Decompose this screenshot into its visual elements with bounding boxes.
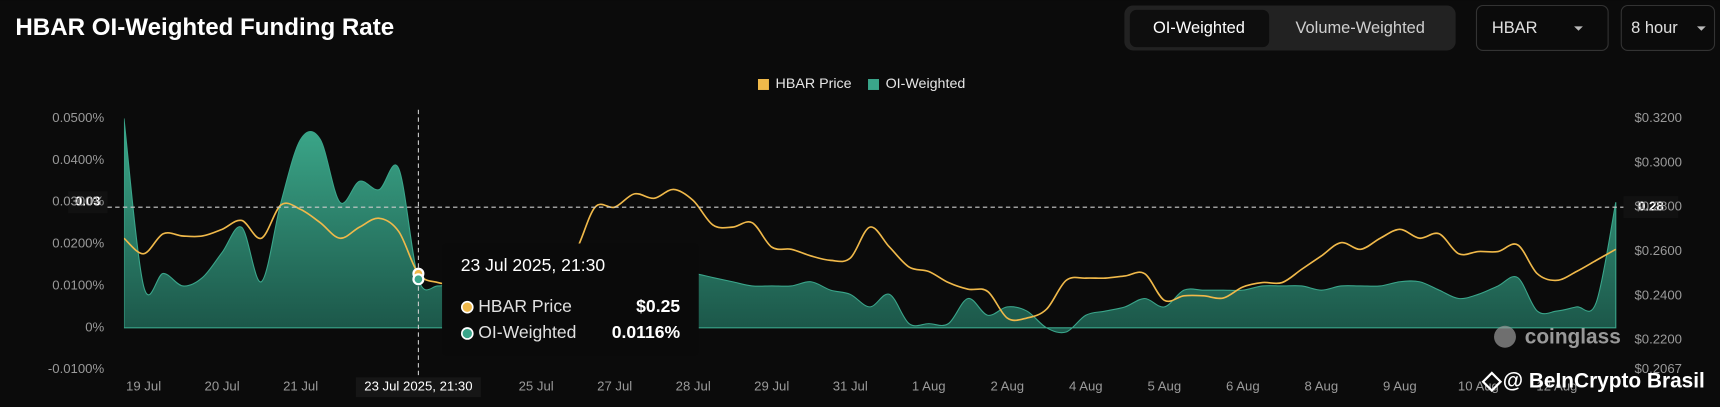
x-tick-label: 27 Jul bbox=[597, 379, 632, 394]
crosshair-y2-label-bg bbox=[1623, 196, 1679, 219]
x-tick-label: 9 Aug bbox=[1383, 379, 1417, 394]
x-tick-label: 31 Jul bbox=[833, 379, 868, 394]
x-tick-label: 28 Jul bbox=[676, 379, 711, 394]
crosshair-x-label: 23 Jul 2025, 21:30 bbox=[364, 379, 472, 394]
y2-tick-label: $0.3200 bbox=[1634, 110, 1682, 125]
tooltip-name: OI-Weighted bbox=[478, 322, 576, 342]
watermark-logo bbox=[1494, 325, 1516, 348]
y2-tick-label: $0.2600 bbox=[1634, 243, 1682, 258]
crosshair-y-label-bg bbox=[68, 191, 108, 214]
x-tick-label: 4 Aug bbox=[1069, 379, 1103, 394]
legend-swatch bbox=[757, 78, 769, 90]
y-tick-label: -0.0100% bbox=[48, 361, 105, 376]
watermark: coinglass bbox=[1525, 325, 1621, 348]
symbol-select[interactable] bbox=[1475, 4, 1609, 52]
x-tick-label: 21 Jul bbox=[283, 379, 318, 394]
y-tick-label: 0% bbox=[85, 319, 104, 334]
crosshair-y-label: 0.03 bbox=[75, 194, 101, 209]
interval-select[interactable] bbox=[1620, 4, 1716, 52]
x-tick-label: 12 Aug bbox=[1536, 379, 1577, 394]
line bbox=[123, 188, 1617, 322]
x-tick-label: 25 Jul bbox=[519, 379, 554, 394]
x-tick-label: 20 Jul bbox=[205, 379, 240, 394]
legend-label: HBAR Price bbox=[776, 76, 852, 92]
y2-tick-label: $0.2800 bbox=[1634, 199, 1682, 214]
tooltip-value: 0.0116% bbox=[612, 322, 681, 342]
legend-label: OI-Weighted bbox=[886, 76, 966, 92]
y2-tick-label: $0.2200 bbox=[1634, 332, 1682, 347]
tab[interactable]: OI-Weighted bbox=[1153, 19, 1245, 37]
x-tick-label: 1 Aug bbox=[912, 379, 946, 394]
crosshair-y2-label: 0.28 bbox=[1638, 199, 1664, 214]
tab-active[interactable] bbox=[1129, 9, 1270, 48]
x-tick-label: 19 Jul bbox=[126, 379, 161, 394]
y2-tick-label: $0.2400 bbox=[1634, 287, 1682, 302]
symbol-select-label[interactable]: HBAR bbox=[1492, 19, 1538, 37]
interval-select-label[interactable]: 8 hour bbox=[1631, 19, 1678, 37]
y2-tick-label: $0.3000 bbox=[1634, 154, 1682, 169]
dropdown-caret bbox=[1574, 26, 1583, 31]
tooltip-value: $0.25 bbox=[636, 296, 680, 316]
y-tick-label: 0.0300% bbox=[52, 194, 104, 209]
dropdown-caret bbox=[1696, 26, 1706, 31]
chart-title: HBAR OI-Weighted Funding Rate bbox=[15, 14, 394, 41]
x-tick-label: 10 Aug bbox=[1458, 379, 1499, 394]
tooltip-name: HBAR Price bbox=[478, 296, 572, 316]
crosshair-marker bbox=[412, 273, 425, 286]
x-tick-label: 2 Aug bbox=[990, 379, 1024, 394]
y-tick-label: 0.0100% bbox=[52, 277, 104, 292]
tab[interactable]: Volume-Weighted bbox=[1295, 19, 1424, 37]
tooltip-dot bbox=[460, 300, 474, 314]
crosshair-x-label-bg bbox=[355, 377, 481, 398]
y-tick-label: 0.0400% bbox=[52, 152, 104, 167]
x-tick-label: 6 Aug bbox=[1226, 379, 1260, 394]
y2-tick-label: $0.2067 bbox=[1634, 361, 1682, 376]
tooltip-title: 23 Jul 2025, 21:30 bbox=[461, 255, 606, 275]
x-tick-label: 8 Aug bbox=[1305, 379, 1339, 394]
watermark-logo bbox=[1481, 371, 1503, 393]
x-tick-label: 5 Aug bbox=[1147, 379, 1181, 394]
tooltip-dot bbox=[460, 327, 474, 340]
y-tick-label: 0.0200% bbox=[52, 236, 104, 251]
y-tick-label: 0.0500% bbox=[52, 110, 104, 125]
watermark: @ BeInCrypto Brasil bbox=[1503, 369, 1705, 392]
legend-swatch bbox=[868, 78, 879, 90]
tooltip bbox=[442, 243, 699, 356]
x-tick-label: 29 Jul bbox=[754, 379, 789, 394]
overlay: 0.03 0.28 23 Jul 2025, 21:30 HBAR Price $0.2… bbox=[68, 109, 1679, 377]
